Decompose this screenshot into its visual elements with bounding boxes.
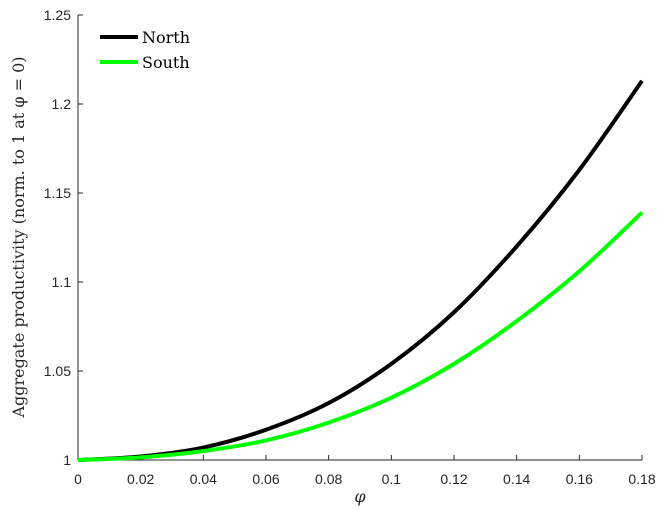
y-axis-title: Aggregate productivity (norm. to 1 at φ … xyxy=(9,56,28,418)
x-tick-label: 0.18 xyxy=(628,471,655,487)
y-tick-label: 1.15 xyxy=(44,185,71,201)
legend-label-south: South xyxy=(142,53,190,72)
y-tick-label: 1.25 xyxy=(44,7,71,23)
x-tick-label: 0.02 xyxy=(127,471,154,487)
x-tick-label: 0.12 xyxy=(440,471,467,487)
series-line-south xyxy=(77,211,644,462)
y-tick-label: 1.2 xyxy=(52,96,72,112)
y-ticks: 1 1.05 1.1 1.15 1.2 1.25 xyxy=(44,7,83,468)
x-ticks: 0 0.02 0.04 0.06 0.08 0.1 0.12 0.14 0.16 0.18 xyxy=(74,455,656,487)
x-axis-title: φ xyxy=(354,487,366,506)
x-tick-label: 0 xyxy=(74,471,82,487)
series-lines xyxy=(77,79,644,462)
series-line-north xyxy=(77,79,644,462)
x-tick-label: 0.16 xyxy=(566,471,593,487)
legend-label-north: North xyxy=(142,28,190,47)
x-tick-label: 0.14 xyxy=(503,471,530,487)
y-tick-label: 1 xyxy=(63,452,71,468)
x-tick-label: 0.06 xyxy=(252,471,279,487)
x-tick-label: 0.04 xyxy=(190,471,217,487)
x-tick-label: 0.1 xyxy=(382,471,402,487)
y-tick-label: 1.1 xyxy=(52,274,72,290)
legend: North South xyxy=(100,28,190,72)
y-tick-label: 1.05 xyxy=(44,363,71,379)
x-tick-label: 0.08 xyxy=(315,471,342,487)
